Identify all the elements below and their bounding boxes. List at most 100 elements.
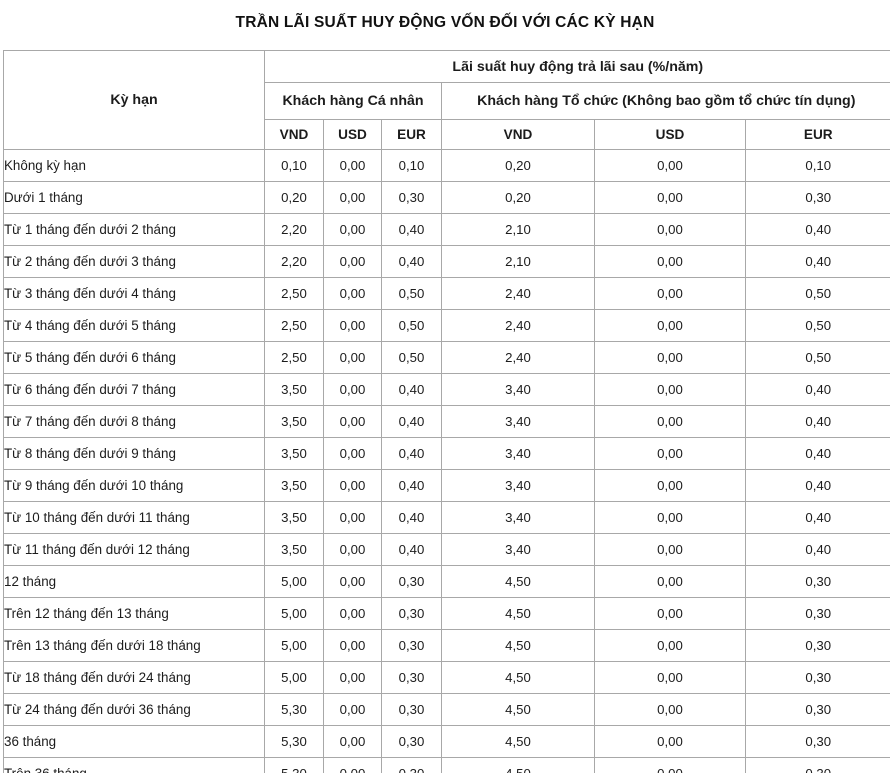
cell-individual-eur: 0,50 <box>381 277 442 310</box>
cell-organization-usd: 0,00 <box>594 213 746 246</box>
cell-individual-usd: 0,00 <box>323 469 382 502</box>
cell-individual-usd: 0,00 <box>323 693 382 726</box>
table-row: Không kỳ hạn 0,10 0,00 0,10 0,20 0,00 0,10 <box>3 149 890 182</box>
table-row: Từ 10 tháng đến dưới 11 tháng 3,50 0,00 0,4… <box>3 501 890 534</box>
cell-organization-usd: 0,00 <box>594 405 746 438</box>
cell-term: Từ 4 tháng đến dưới 5 tháng <box>3 309 265 342</box>
cell-individual-eur: 0,30 <box>381 565 442 598</box>
cell-individual-vnd: 2,20 <box>264 245 324 278</box>
cell-individual-vnd: 3,50 <box>264 437 324 470</box>
cell-individual-eur: 0,30 <box>381 661 442 694</box>
column-header-segment-individual: Khách hàng Cá nhân <box>264 82 442 120</box>
cell-individual-eur: 0,30 <box>381 629 442 662</box>
cell-individual-vnd: 3,50 <box>264 501 324 534</box>
cell-individual-usd: 0,00 <box>323 501 382 534</box>
header-row-currencies: VND USD EUR VND USD EUR <box>4 119 890 150</box>
cell-individual-vnd: 3,50 <box>264 373 324 406</box>
cell-organization-usd: 0,00 <box>594 725 746 758</box>
cell-organization-vnd: 4,50 <box>441 693 595 726</box>
table-row: Từ 6 tháng đến dưới 7 tháng 3,50 0,00 0,40 3… <box>3 373 890 406</box>
cell-individual-vnd: 5,00 <box>264 661 324 694</box>
cell-individual-vnd: 3,50 <box>264 469 324 502</box>
cell-individual-usd: 0,00 <box>323 181 382 214</box>
cell-organization-eur: 0,10 <box>744 149 890 182</box>
table-row: Từ 9 tháng đến dưới 10 tháng 3,50 0,00 0,40… <box>3 469 890 502</box>
cell-organization-eur: 0,40 <box>744 501 890 534</box>
cell-organization-eur: 0,40 <box>744 373 890 406</box>
cell-individual-usd: 0,00 <box>323 725 382 758</box>
cell-organization-usd: 0,00 <box>594 501 746 534</box>
cell-organization-vnd: 4,50 <box>441 629 595 662</box>
cell-organization-eur: 0,40 <box>744 213 890 246</box>
cell-individual-usd: 0,00 <box>323 437 382 470</box>
cell-individual-vnd: 3,50 <box>264 405 324 438</box>
cell-organization-usd: 0,00 <box>594 277 746 310</box>
cell-term: Từ 18 tháng đến dưới 24 tháng <box>3 661 265 694</box>
column-header-individual-vnd: VND <box>264 119 324 150</box>
cell-organization-vnd: 4,50 <box>441 661 595 694</box>
cell-term: Từ 3 tháng đến dưới 4 tháng <box>3 277 265 310</box>
cell-individual-eur: 0,40 <box>381 373 442 406</box>
cell-individual-eur: 0,40 <box>381 469 442 502</box>
cell-organization-eur: 0,40 <box>744 405 890 438</box>
cell-individual-usd: 0,00 <box>323 405 382 438</box>
cell-organization-vnd: 3,40 <box>441 469 595 502</box>
cell-term: Từ 1 tháng đến dưới 2 tháng <box>3 213 265 246</box>
cell-organization-vnd: 3,40 <box>441 373 595 406</box>
cell-individual-vnd: 5,00 <box>264 597 324 630</box>
cell-organization-vnd: 4,50 <box>441 565 595 598</box>
cell-organization-usd: 0,00 <box>594 565 746 598</box>
cell-organization-eur: 0,40 <box>744 469 890 502</box>
cell-term: Trên 12 tháng đến 13 tháng <box>3 597 265 630</box>
table-row: Từ 11 tháng đến dưới 12 tháng 3,50 0,00 0,4… <box>3 533 890 566</box>
deposit-rate-table: Kỳ hạn Lãi suất huy động trả lãi sau (%/… <box>3 50 890 773</box>
cell-organization-vnd: 4,50 <box>441 725 595 758</box>
table-body: Không kỳ hạn 0,10 0,00 0,10 0,20 0,00 0,10 Dưới… <box>3 149 890 773</box>
cell-organization-eur: 0,40 <box>744 437 890 470</box>
cell-organization-usd: 0,00 <box>594 693 746 726</box>
table-row: Từ 1 tháng đến dưới 2 tháng 2,20 0,00 0,40 2… <box>3 213 890 246</box>
cell-organization-vnd: 2,10 <box>441 245 595 278</box>
cell-organization-usd: 0,00 <box>594 373 746 406</box>
cell-individual-vnd: 5,30 <box>264 693 324 726</box>
cell-individual-eur: 0,40 <box>381 437 442 470</box>
table-row: Từ 24 tháng đến dưới 36 tháng 5,30 0,00 0,3… <box>3 693 890 726</box>
cell-term: Từ 10 tháng đến dưới 11 tháng <box>3 501 265 534</box>
column-header-organization-usd: USD <box>594 119 746 150</box>
cell-individual-vnd: 5,00 <box>264 629 324 662</box>
cell-individual-eur: 0,50 <box>381 341 442 374</box>
cell-organization-eur: 0,50 <box>744 341 890 374</box>
cell-organization-eur: 0,30 <box>744 181 890 214</box>
cell-term: 36 tháng <box>3 725 265 758</box>
cell-term: Trên 36 tháng <box>3 757 265 773</box>
cell-organization-usd: 0,00 <box>594 245 746 278</box>
cell-individual-eur: 0,30 <box>381 181 442 214</box>
cell-organization-eur: 0,40 <box>744 245 890 278</box>
cell-individual-vnd: 2,50 <box>264 341 324 374</box>
cell-individual-vnd: 2,50 <box>264 309 324 342</box>
cell-organization-vnd: 0,20 <box>441 149 595 182</box>
cell-organization-eur: 0,50 <box>744 277 890 310</box>
table-row: Trên 12 tháng đến 13 tháng 5,00 0,00 0,30 4,… <box>3 597 890 630</box>
cell-organization-usd: 0,00 <box>594 437 746 470</box>
cell-organization-eur: 0,30 <box>744 661 890 694</box>
cell-individual-usd: 0,00 <box>323 309 382 342</box>
cell-individual-usd: 0,00 <box>323 661 382 694</box>
cell-organization-eur: 0,30 <box>744 757 890 773</box>
column-header-organization-eur: EUR <box>744 119 890 150</box>
cell-individual-eur: 0,30 <box>381 597 442 630</box>
cell-organization-vnd: 3,40 <box>441 533 595 566</box>
cell-organization-usd: 0,00 <box>594 341 746 374</box>
cell-individual-eur: 0,40 <box>381 213 442 246</box>
cell-organization-usd: 0,00 <box>594 469 746 502</box>
cell-organization-usd: 0,00 <box>594 309 746 342</box>
cell-organization-usd: 0,00 <box>594 149 746 182</box>
cell-organization-usd: 0,00 <box>594 661 746 694</box>
cell-individual-eur: 0,40 <box>381 245 442 278</box>
cell-term: Từ 7 tháng đến dưới 8 tháng <box>3 405 265 438</box>
cell-individual-usd: 0,00 <box>323 245 382 278</box>
cell-individual-vnd: 3,50 <box>264 533 324 566</box>
cell-organization-eur: 0,30 <box>744 693 890 726</box>
cell-individual-vnd: 0,20 <box>264 181 324 214</box>
